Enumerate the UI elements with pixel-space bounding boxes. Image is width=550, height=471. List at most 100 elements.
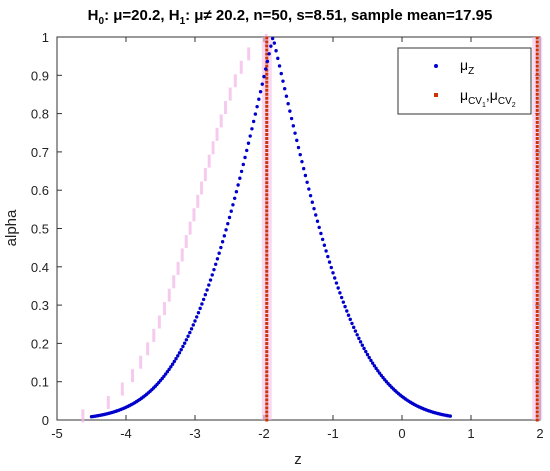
cv-point: [535, 277, 539, 281]
z-point: [246, 141, 251, 145]
z-point: [305, 180, 309, 185]
cv-point: [535, 253, 539, 257]
cv-point: [265, 374, 269, 378]
z-point: [367, 355, 371, 360]
x-tick-label: -2: [258, 426, 270, 441]
artifact-mark: [203, 168, 207, 182]
cv-point: [535, 84, 539, 88]
cv-point: [265, 189, 269, 193]
cv-point: [535, 289, 539, 293]
z-point: [355, 333, 359, 337]
cv-point: [535, 418, 539, 422]
cv-point: [265, 269, 269, 273]
cv-point: [535, 374, 539, 378]
cv-point: [535, 309, 539, 313]
z-point: [319, 231, 323, 236]
cv-point: [265, 44, 269, 48]
z-point: [257, 97, 261, 101]
cv-point: [535, 350, 539, 354]
cv-point: [265, 80, 269, 84]
cv-point: [535, 165, 539, 169]
z-point: [329, 265, 333, 270]
cv-point: [265, 402, 269, 406]
cv-point: [535, 88, 539, 92]
x-axis-label: z: [294, 451, 302, 468]
cv-point: [535, 80, 539, 84]
cv-point: [265, 221, 269, 225]
z-point: [191, 323, 195, 327]
artifact-mark: [224, 101, 228, 115]
z-point: [260, 82, 264, 86]
artifact-mark: [131, 369, 135, 383]
z-point: [239, 169, 244, 174]
cv-point: [535, 330, 539, 334]
cv-point: [535, 354, 539, 358]
z-point: [322, 243, 327, 247]
cv-point: [265, 358, 269, 362]
cv-point: [265, 40, 269, 44]
cv-point: [535, 301, 539, 305]
cv-point: [265, 253, 269, 257]
z-point: [289, 116, 294, 121]
cv-point: [265, 213, 269, 217]
cv-point: [535, 76, 539, 80]
z-point: [269, 44, 273, 48]
cv-point: [535, 145, 539, 149]
render-artifacts: [81, 34, 543, 423]
cv-point: [265, 273, 269, 277]
cv-point: [265, 350, 269, 354]
cv-point: [265, 334, 269, 338]
cv-point: [535, 56, 539, 60]
cv-point: [535, 185, 539, 189]
cv-point: [535, 273, 539, 277]
z-point: [236, 183, 240, 187]
legend-label-cv: μCV1,μCV2: [460, 87, 516, 109]
cv-point: [265, 305, 269, 309]
z-point: [338, 291, 342, 295]
z-point: [301, 166, 306, 171]
cv-point: [265, 116, 269, 120]
z-point: [231, 203, 235, 207]
artifact-mark: [211, 141, 215, 155]
cv-point: [265, 72, 269, 76]
cv-point: [265, 265, 269, 269]
z-point: [217, 251, 221, 255]
cv-point: [535, 36, 539, 40]
z-point: [165, 370, 170, 374]
x-tick-label: 1: [467, 426, 474, 441]
z-point: [179, 348, 183, 352]
cv-point: [535, 120, 539, 124]
cv-point: [265, 185, 269, 189]
z-point: [362, 346, 366, 351]
cv-point: [535, 245, 539, 249]
cv-point: [265, 100, 269, 104]
cv-point: [265, 378, 269, 382]
cv-point: [535, 406, 539, 410]
z-point: [214, 262, 218, 266]
z-point: [169, 365, 173, 369]
artifact-mark: [180, 248, 184, 262]
cv-point: [535, 346, 539, 350]
cv-point: [535, 104, 539, 108]
z-point: [358, 340, 363, 344]
x-tick-label: -1: [327, 426, 339, 441]
z-point: [182, 341, 187, 345]
z-point: [333, 276, 337, 280]
cv-point: [535, 281, 539, 285]
cv-point: [265, 297, 269, 301]
cv-point: [535, 48, 539, 52]
z-point: [250, 127, 254, 131]
cv-point: [535, 209, 539, 213]
z-point: [200, 302, 204, 306]
z-point: [234, 189, 239, 194]
cv-point: [535, 193, 539, 197]
cv-point: [535, 197, 539, 201]
cv-point: [535, 100, 539, 104]
cv-point: [265, 386, 269, 390]
cv-point: [535, 362, 539, 366]
cv-point: [265, 161, 269, 165]
cv-point: [535, 136, 539, 140]
x-tick-label: -3: [189, 426, 201, 441]
cv-point: [265, 321, 269, 325]
